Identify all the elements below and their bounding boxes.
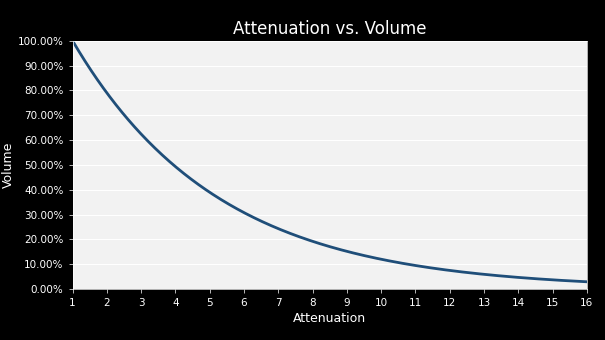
X-axis label: Attenuation: Attenuation [293, 312, 366, 325]
Title: Attenuation vs. Volume: Attenuation vs. Volume [233, 20, 427, 38]
Y-axis label: Volume: Volume [2, 142, 15, 188]
